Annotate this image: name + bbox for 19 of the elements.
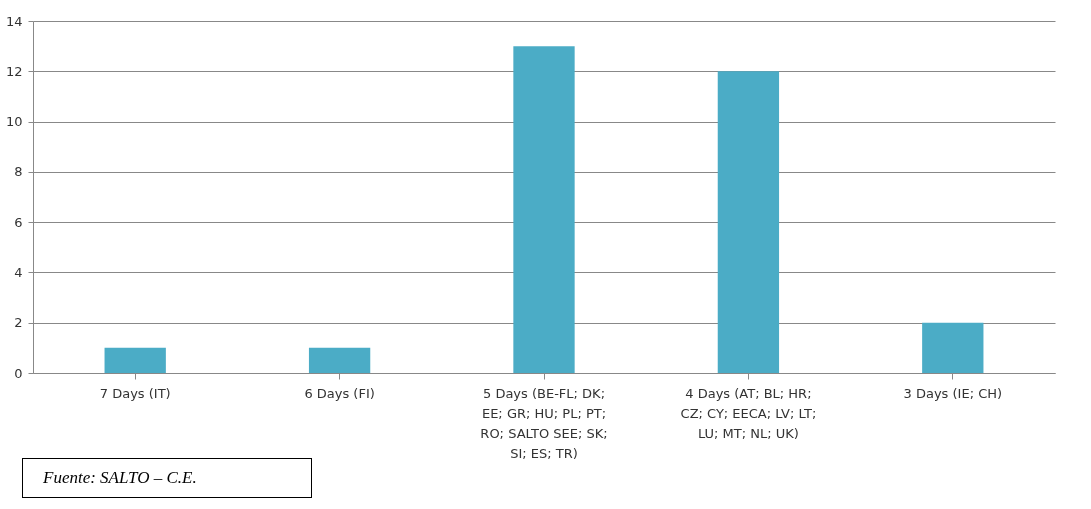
x-tick-label: 3 Days (IE; CH) [903,385,1003,401]
y-tick-label: 2 [14,315,23,331]
y-tick-label: 4 [14,264,23,280]
y-tick-label: 14 [5,13,23,29]
x-tick-label: 7 Days (IT) [99,385,171,401]
y-tick-label: 10 [5,114,23,130]
source-note: Fuente: SALTO – C.E. [22,458,312,498]
bar [308,347,371,373]
x-tick-label: 4 Days (AT; BL; HR; CZ; CY; EECA; LV; LT; LU; MT; NL; UK) [680,385,817,441]
bar [104,347,166,373]
y-tick-label: 8 [14,164,23,180]
y-tick-label: 12 [5,63,23,79]
x-tick-label: 5 Days (BE-FL; DK; EE; GR; HU; PL; PT; RO; SALTO SEE; SK; SI; ES; TR) [480,385,608,461]
bar [922,322,984,373]
x-tick-label: 6 Days (FI) [304,385,375,401]
bar [513,46,575,373]
y-tick-label: 0 [14,365,23,381]
bar [717,71,780,373]
y-tick-label: 6 [14,214,23,230]
